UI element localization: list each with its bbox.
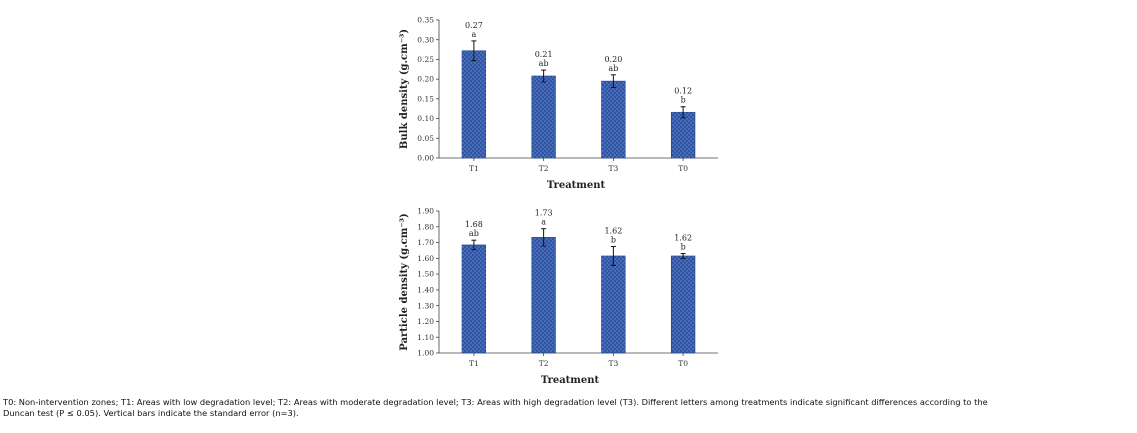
x-tick-label: T1: [469, 359, 479, 368]
data-label: 1.62: [674, 234, 692, 243]
y-tick-label: 1.30: [417, 301, 434, 310]
bar-t0: [670, 255, 696, 354]
figure-caption: T0: Non-intervention zones; T1: Areas wi…: [3, 397, 1133, 418]
y-axis-title: Particle density (g.cm⁻³): [399, 213, 410, 350]
x-tick-label: T1: [469, 164, 479, 173]
caption-line-1: T0: Non-intervention zones; T1: Areas wi…: [3, 397, 988, 407]
x-tick-label: T2: [539, 359, 549, 368]
data-label: 0.12: [674, 87, 692, 96]
y-tick-label: 0.30: [417, 35, 434, 44]
y-tick-label: 0.00: [417, 154, 434, 163]
significance-letter: ab: [608, 64, 618, 73]
bar-t2: [531, 75, 556, 159]
y-tick-label: 0.20: [417, 75, 434, 84]
data-label: 1.73: [535, 209, 553, 218]
bar-t0: [670, 111, 696, 159]
x-tick-label: T0: [678, 359, 688, 368]
y-tick-label: 0.25: [417, 55, 434, 64]
bar-t2: [531, 237, 556, 354]
caption-line-2: Duncan test (P ≤ 0.05). Vertical bars in…: [3, 407, 299, 418]
particle-density-chart: Particle density (g.cm⁻³) Treatment 1.00…: [399, 207, 718, 386]
x-axis-title: Treatment: [541, 375, 600, 386]
x-tick-label: T3: [608, 164, 618, 173]
significance-letter: b: [681, 243, 686, 252]
y-tick-label: 1.20: [417, 317, 434, 326]
significance-letter: ab: [469, 229, 479, 238]
bar-t3: [601, 80, 626, 159]
significance-letter: a: [471, 30, 476, 39]
y-tick-label: 1.00: [417, 349, 434, 358]
y-tick-label: 1.40: [417, 285, 434, 294]
significance-letter: ab: [539, 59, 549, 68]
bar-t1: [461, 50, 487, 159]
significance-letter: a: [541, 218, 546, 227]
data-label: 1.62: [604, 227, 622, 236]
significance-letter: b: [681, 96, 686, 105]
data-label: 1.68: [465, 220, 483, 229]
y-tick-label: 1.70: [417, 238, 434, 247]
y-tick-label: 0.35: [417, 16, 434, 25]
bulk-density-chart: Bulk density (g.cm⁻³) Treatment 0.00 0.05…: [399, 16, 718, 191]
data-label: 0.27: [465, 21, 483, 30]
x-tick-label: T3: [608, 359, 618, 368]
data-label: 0.21: [535, 50, 553, 59]
y-tick-label: 0.10: [417, 114, 434, 123]
y-tick-label: 0.05: [417, 134, 434, 143]
y-tick-label: 1.80: [417, 222, 434, 231]
significance-letter: b: [611, 236, 616, 245]
y-tick-label: 1.60: [417, 254, 434, 263]
y-tick-label: 0.15: [417, 94, 434, 103]
x-axis-title: Treatment: [547, 180, 606, 191]
y-axis-title: Bulk density (g.cm⁻³): [399, 29, 410, 149]
data-label: 0.20: [604, 55, 622, 64]
x-tick-label: T0: [678, 164, 688, 173]
figure: Bulk density (g.cm⁻³) Treatment 0.00 0.05…: [399, 16, 718, 386]
bar-t1: [461, 244, 487, 354]
y-tick-label: 1.10: [417, 333, 434, 342]
y-tick-label: 1.50: [417, 270, 434, 279]
bar-t3: [601, 255, 626, 354]
y-tick-label: 1.90: [417, 207, 434, 216]
x-tick-label: T2: [539, 164, 549, 173]
